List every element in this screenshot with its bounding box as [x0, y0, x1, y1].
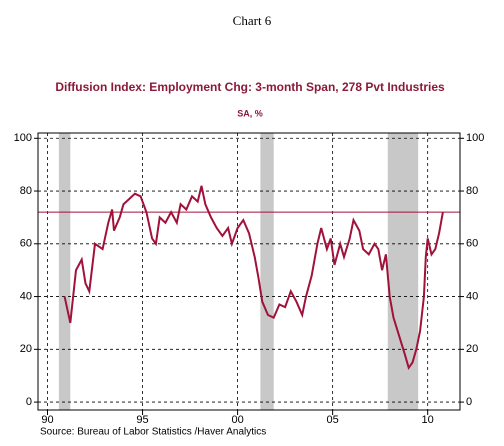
y-tick-label: 80 [20, 185, 32, 197]
data-line [63, 185, 444, 371]
y2-tick-label: 0 [466, 396, 472, 408]
y2-tick-label: 60 [466, 238, 478, 250]
chart-subtitle: SA, % [237, 108, 263, 118]
recession-shade [58, 133, 71, 410]
y-tick-label: 20 [20, 343, 32, 355]
y2-tick-label: 40 [466, 290, 478, 302]
x-tick-label: 95 [136, 414, 148, 426]
recession-shade [387, 133, 419, 410]
x-tick-label: 05 [327, 414, 339, 426]
x-tick-label: 90 [41, 414, 53, 426]
y-tick-label: 0 [26, 396, 32, 408]
x-tick-label: 00 [231, 414, 243, 426]
x-tick-label: 10 [422, 414, 434, 426]
chart-header: Chart 6 [233, 13, 272, 28]
y-tick-label: 60 [20, 238, 32, 250]
y-tick-label: 100 [14, 132, 32, 144]
y2-tick-label: 20 [466, 343, 478, 355]
y2-tick-label: 80 [466, 185, 478, 197]
chart-title: Diffusion Index: Employment Chg: 3-month… [55, 80, 445, 94]
y2-tick-label: 100 [466, 132, 484, 144]
plot-frame [37, 132, 461, 411]
source-note: Source: Bureau of Labor Statistics /Have… [40, 427, 266, 438]
y-tick-label: 40 [20, 290, 32, 302]
recession-shade [260, 133, 274, 410]
